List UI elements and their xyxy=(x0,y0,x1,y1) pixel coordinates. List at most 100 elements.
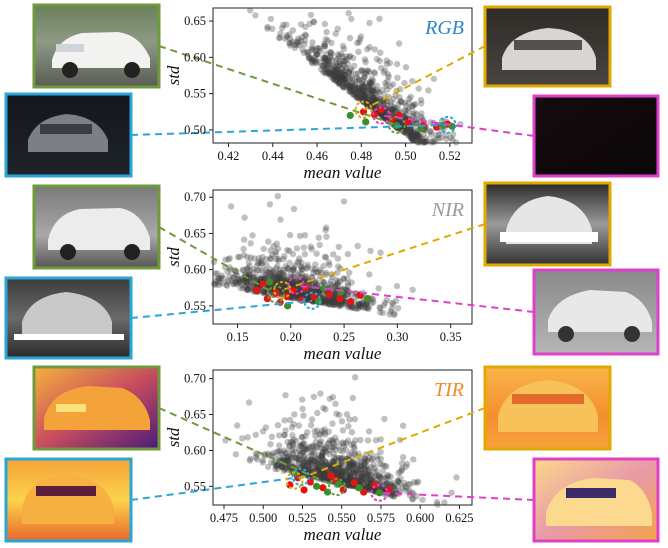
scatter-point xyxy=(236,253,243,261)
scatter-point xyxy=(397,468,404,475)
scatter-point xyxy=(350,443,358,450)
scatter-point xyxy=(363,304,370,312)
scatter-point xyxy=(281,253,288,260)
scatter-point xyxy=(299,434,306,441)
scatter-point xyxy=(316,45,323,53)
green-sample-point xyxy=(320,284,328,293)
scatter-point xyxy=(365,471,372,479)
scatter-point xyxy=(361,90,368,98)
scatter-point xyxy=(415,85,422,92)
scatter-point xyxy=(375,285,382,292)
scatter-point xyxy=(340,83,347,91)
scatter-point xyxy=(320,298,327,305)
scatter-point xyxy=(361,455,368,462)
scatter-point xyxy=(370,298,377,306)
scatter-point xyxy=(351,85,359,92)
scatter-point xyxy=(377,304,384,312)
x-tick-label: 0.46 xyxy=(306,149,328,163)
scatter-point xyxy=(325,461,332,468)
scatter-point xyxy=(301,458,308,466)
scatter-point xyxy=(355,305,362,312)
scatter-point xyxy=(377,96,385,103)
scatter-point xyxy=(342,75,349,82)
scatter-point xyxy=(308,416,316,423)
scatter-point xyxy=(359,90,366,97)
scatter-point xyxy=(350,461,357,468)
scatter-point xyxy=(245,271,253,278)
scatter-point xyxy=(355,300,362,307)
scatter-point xyxy=(274,274,282,282)
scatter-point xyxy=(330,301,337,308)
scatter-point xyxy=(361,74,368,81)
scatter-point xyxy=(366,469,373,476)
scatter-point xyxy=(337,278,344,285)
scatter-point xyxy=(309,57,316,64)
scatter-point xyxy=(352,305,360,312)
scatter-point xyxy=(312,279,319,286)
scatter-point xyxy=(292,454,299,461)
y-tick-label: 0.70 xyxy=(184,190,206,204)
scatter-point xyxy=(285,460,293,468)
scatter-point xyxy=(347,291,355,298)
scatter-point xyxy=(357,477,364,485)
scatter-point xyxy=(276,432,283,439)
scatter-point xyxy=(325,58,332,65)
scatter-point xyxy=(370,487,378,495)
scatter-point xyxy=(425,87,432,94)
scatter-point xyxy=(346,34,354,42)
scatter-point xyxy=(321,42,329,49)
scatter-point xyxy=(361,460,368,467)
scatter-point xyxy=(271,275,279,282)
scatter-point xyxy=(399,484,406,492)
scatter-point xyxy=(235,276,242,283)
scatter-point xyxy=(262,256,270,263)
scatter-point xyxy=(415,133,422,140)
scatter-point xyxy=(373,467,380,475)
scatter-point xyxy=(297,37,305,44)
thumb-tir-orange xyxy=(483,365,612,451)
scatter-point xyxy=(344,476,352,484)
scatter-point xyxy=(241,214,248,221)
scatter-point xyxy=(331,466,338,473)
scatter-point xyxy=(282,454,290,461)
scatter-point xyxy=(241,277,248,284)
scatter-point xyxy=(364,437,372,444)
scatter-point xyxy=(356,469,364,477)
scatter-point xyxy=(292,294,300,301)
scatter-point xyxy=(329,438,337,445)
scatter-point xyxy=(274,422,282,429)
scatter-point xyxy=(338,470,345,478)
scatter-point xyxy=(245,283,252,290)
scatter-point xyxy=(358,91,365,99)
scatter-point xyxy=(259,457,266,464)
scatter-point xyxy=(385,73,392,81)
red-sample-point xyxy=(404,119,412,127)
scatter-point xyxy=(344,482,351,489)
scatter-point xyxy=(362,95,369,102)
scatter-point xyxy=(276,455,283,462)
scatter-point xyxy=(312,438,320,446)
scatter-point xyxy=(300,459,307,466)
x-tick-label: 0.44 xyxy=(262,149,285,163)
scatter-point xyxy=(233,280,240,288)
scatter-point xyxy=(364,468,372,475)
scatter-point xyxy=(360,82,367,90)
scatter-point xyxy=(298,450,305,457)
scatter-point xyxy=(381,415,388,423)
scatter-point xyxy=(366,473,373,480)
scatter-point xyxy=(343,55,350,63)
scatter-point xyxy=(407,481,414,488)
scatter-point xyxy=(336,467,344,474)
scatter-point xyxy=(362,466,369,473)
scatter-point xyxy=(449,131,457,138)
scatter-point xyxy=(330,62,337,70)
scatter-point xyxy=(395,479,403,487)
scatter-point xyxy=(379,111,386,119)
scatter-point xyxy=(284,265,291,272)
scatter-point xyxy=(348,83,356,91)
scatter-point xyxy=(317,390,324,397)
scatter-point xyxy=(288,424,296,431)
scatter-point xyxy=(401,99,408,107)
scatter-point xyxy=(369,455,376,462)
x-tick-label: 0.42 xyxy=(218,149,240,163)
